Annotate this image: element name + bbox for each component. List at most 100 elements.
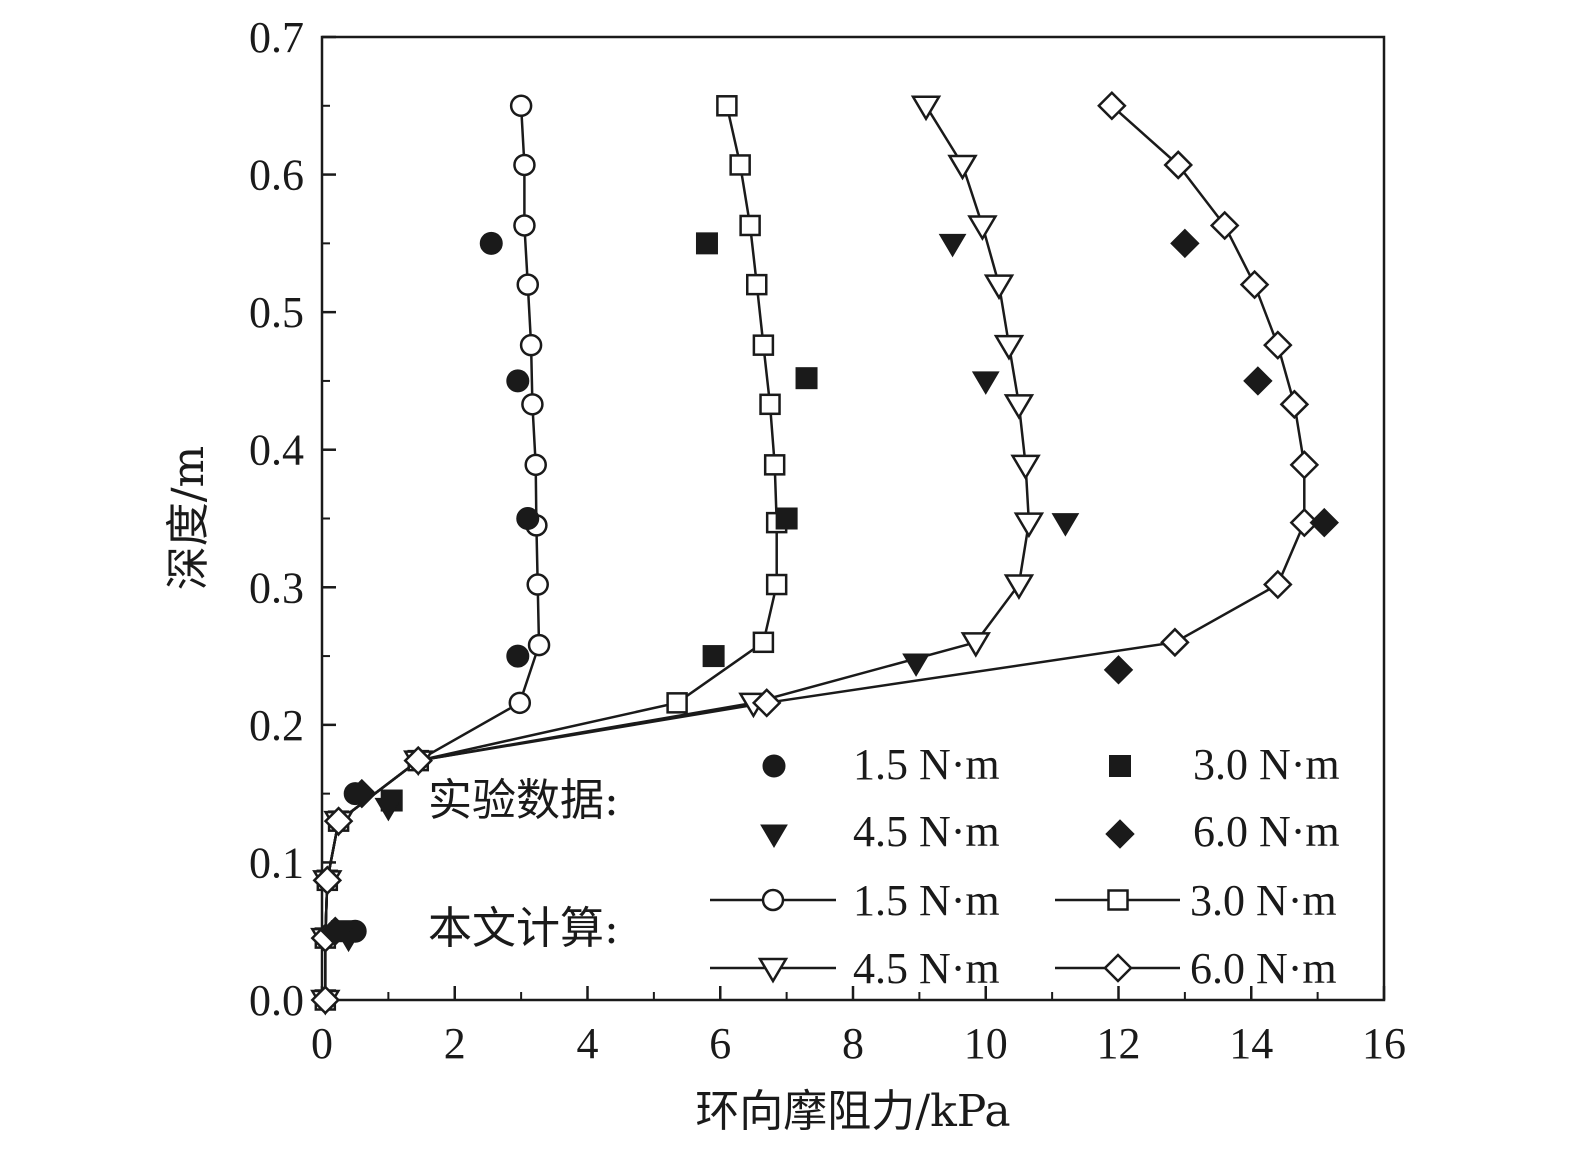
- calc-point-s0-p9: [524, 453, 547, 477]
- calc-point-s0-p7: [526, 573, 549, 596]
- calc-point-s2-p14: [947, 154, 978, 181]
- legend-entry-exp-1-5: 1.5 N·m: [853, 740, 1000, 789]
- x-tick-label: 10: [964, 1019, 1008, 1068]
- exp-point-s0-p3: [516, 507, 540, 530]
- calc-point-s1-p6: [752, 631, 775, 654]
- calc-point-s1-p14: [729, 154, 751, 176]
- legend-entry-calc-1-5: 1.5 N·m: [853, 876, 1000, 925]
- calc-point-s3-p6: [1160, 627, 1190, 658]
- calc-point-s2-p15: [910, 95, 942, 122]
- legend-marker-calc-1: [1107, 889, 1129, 911]
- calc-point-s3-p10: [1279, 389, 1310, 420]
- calc-point-s2-p7: [1003, 574, 1035, 600]
- calc-point-s3-p0: [310, 985, 341, 1015]
- calc-point-s2-p6: [960, 632, 991, 658]
- legend: 实验数据: 本文计算: 1.5 N·m 3.0 N·m 4.5 N·m 6.0 …: [428, 740, 1340, 993]
- exp-point-s1-p4: [795, 367, 818, 390]
- legend-marker-exp-6-0: [1105, 819, 1135, 849]
- calc-point-s3-p9: [1289, 450, 1320, 480]
- calc-point-s3-p2: [312, 865, 343, 896]
- calc-point-s3-p7: [1263, 569, 1293, 600]
- exp-point-s1-p5: [695, 232, 718, 255]
- calc-point-s1-p5: [666, 692, 688, 714]
- y-tick-label: 0.2: [249, 701, 304, 750]
- series-lines: [324, 104, 1306, 1000]
- y-tick-label: 0.7: [249, 13, 304, 62]
- calc-point-s0-p14: [513, 153, 536, 177]
- exp-point-s0-p2: [506, 644, 530, 668]
- x-tick-label: 8: [842, 1019, 864, 1068]
- exp-point-s2-p5: [938, 233, 967, 258]
- legend-experimental-label: 实验数据:: [428, 775, 619, 826]
- exp-point-s1-p2: [702, 645, 725, 668]
- x-tick-label: 2: [444, 1019, 466, 1068]
- calc-point-s1-p12: [746, 273, 768, 296]
- x-tick-label: 6: [709, 1019, 731, 1068]
- exp-point-s2-p1: [374, 797, 403, 822]
- legend-calculated-label: 本文计算:: [428, 903, 619, 954]
- calc-point-s0-p5: [508, 691, 532, 715]
- exp-point-s3-p4: [1243, 366, 1273, 396]
- exp-point-s3-p1: [347, 778, 377, 809]
- calc-point-s1-p7: [765, 573, 788, 596]
- calc-point-s1-p10: [759, 393, 781, 416]
- legend-marker-exp-4-5: [760, 824, 788, 848]
- calc-point-s2-p13: [967, 215, 998, 241]
- calc-point-s0-p13: [513, 214, 536, 237]
- legend-entry-calc-6-0: 6.0 N·m: [1190, 944, 1337, 993]
- y-tick-label: 0.0: [249, 976, 304, 1025]
- exp-point-s3-p3: [1309, 507, 1339, 538]
- x-tick-label: 4: [577, 1019, 599, 1068]
- calc-point-s2-p8: [1013, 512, 1045, 539]
- x-tick-label: 12: [1097, 1019, 1141, 1068]
- calc-point-s3-p15: [1097, 91, 1127, 121]
- y-tick-label: 0.6: [249, 151, 304, 200]
- exp-point-s3-p2: [1103, 655, 1134, 685]
- exp-point-s0-p5: [479, 231, 503, 255]
- calc-point-s3-p3: [323, 806, 354, 836]
- exp-point-s3-p5: [1170, 228, 1200, 259]
- x-axis-title: 环向摩阻力/kPa: [695, 1086, 1010, 1137]
- legend-marker-calc-2: [757, 957, 789, 984]
- legend-markers: [710, 754, 1180, 984]
- x-tick-label: 14: [1229, 1019, 1273, 1068]
- legend-entry-calc-4-5: 4.5 N·m: [853, 944, 1000, 993]
- legend-marker-exp-1-5: [762, 754, 786, 778]
- calc-point-s3-p14: [1163, 150, 1194, 180]
- calc-point-s2-p11: [993, 334, 1025, 361]
- calc-point-s2-p12: [983, 274, 1015, 301]
- exp-point-s2-p2: [902, 653, 930, 677]
- calc-point-s3-p4: [403, 745, 434, 776]
- calc-point-s0-p15: [509, 94, 533, 118]
- calc-line-3: [324, 104, 1306, 1000]
- legend-marker-calc-3: [1103, 953, 1133, 983]
- exp-point-s2-p3: [1051, 513, 1080, 537]
- exp-point-s0-p4: [506, 369, 530, 393]
- calc-point-s3-p8: [1289, 507, 1320, 538]
- legend-marker-calc-0: [761, 888, 785, 912]
- axis-ticks: 0 2 4 6 8 10 12 14 16 0.0 0.1 0.2 0.3 0.4 0.5 0.6 0.7: [249, 13, 1406, 1068]
- series-markers: [310, 91, 1339, 1016]
- y-tick-label: 0.3: [249, 563, 304, 612]
- calc-point-s3-p5: [751, 688, 782, 718]
- calc-point-s0-p11: [519, 333, 543, 357]
- calc-point-s0-p10: [521, 393, 544, 416]
- calc-point-s1-p15: [716, 95, 738, 117]
- legend-entry-calc-3-0: 3.0 N·m: [1190, 876, 1337, 925]
- calc-point-s3-p13: [1209, 210, 1240, 241]
- x-tick-label: 16: [1362, 1019, 1406, 1068]
- calc-point-s0-p12: [516, 273, 540, 296]
- calc-point-s3-p11: [1263, 330, 1293, 360]
- calc-point-s2-p10: [1003, 394, 1035, 420]
- legend-entry-exp-3-0: 3.0 N·m: [1193, 740, 1340, 789]
- calc-line-2: [324, 105, 1031, 1000]
- calc-point-s1-p9: [763, 454, 786, 476]
- exp-point-s3-p0: [320, 916, 350, 946]
- calc-point-s3-p12: [1239, 269, 1270, 300]
- exp-point-s2-p4: [971, 371, 1000, 395]
- legend-marker-exp-3-0: [1109, 755, 1131, 777]
- x-tick-label: 0: [311, 1019, 333, 1068]
- calc-point-s2-p9: [1010, 454, 1041, 481]
- y-tick-label: 0.5: [249, 288, 304, 337]
